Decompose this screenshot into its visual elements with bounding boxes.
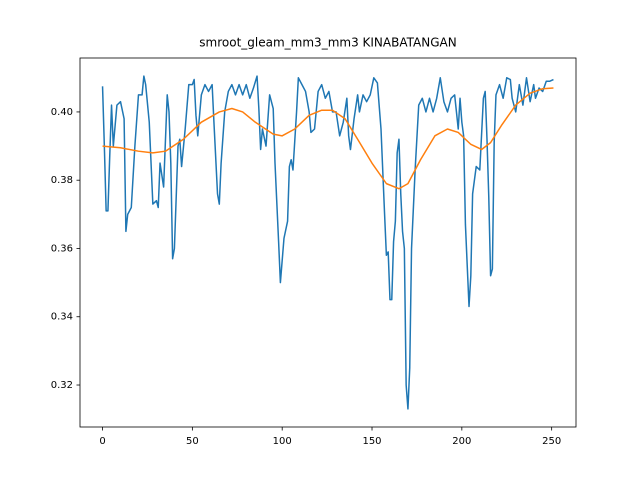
y-tick-label: 0.32 (51, 380, 73, 391)
x-tick-label: 50 (186, 436, 199, 447)
x-tick-label: 0 (99, 436, 105, 447)
y-tick-label: 0.40 (51, 107, 73, 118)
x-tick-label: 100 (273, 436, 292, 447)
line-series (102, 87, 554, 190)
line-series (101, 75, 554, 410)
axes-frame (79, 57, 577, 428)
x-tick-label: 200 (452, 436, 471, 447)
y-tick-label: 0.34 (51, 312, 73, 323)
y-tick-label: 0.38 (51, 175, 73, 186)
chart-title: smroot_gleam_mm3_mm3 KINABATANGAN (199, 36, 456, 50)
y-tick-label: 0.36 (51, 243, 73, 254)
x-tick-label: 250 (542, 436, 561, 447)
x-tick-label: 150 (362, 436, 381, 447)
